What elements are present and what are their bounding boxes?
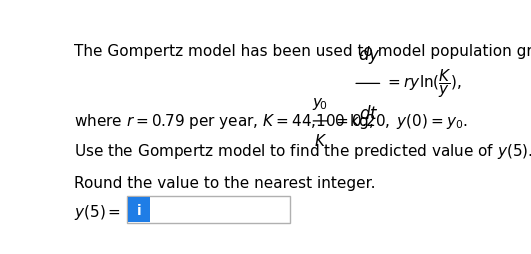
Text: $K$: $K$ bbox=[314, 133, 327, 149]
Text: $y_{\!0}$: $y_{\!0}$ bbox=[312, 96, 328, 112]
Text: $dt$: $dt$ bbox=[359, 105, 379, 123]
Text: $= ry\mathrm{ln}(\dfrac{K}{y}),$: $= ry\mathrm{ln}(\dfrac{K}{y}),$ bbox=[386, 67, 463, 100]
FancyBboxPatch shape bbox=[128, 198, 150, 223]
Text: $= 0.20,\; y(0) = y_0.$: $= 0.20,\; y(0) = y_0.$ bbox=[333, 112, 468, 131]
Text: Round the value to the nearest integer.: Round the value to the nearest integer. bbox=[74, 176, 375, 190]
Text: Use the Gompertz model to find the predicted value of $y(5)$.: Use the Gompertz model to find the predi… bbox=[74, 141, 531, 160]
FancyBboxPatch shape bbox=[127, 197, 290, 223]
Text: $dy$: $dy$ bbox=[357, 44, 380, 66]
Text: $y(5) =$: $y(5) =$ bbox=[74, 202, 121, 221]
Text: where $r = 0.79$ per year, $K = 44{,}100$ kg,: where $r = 0.79$ per year, $K = 44{,}100… bbox=[74, 112, 373, 131]
Text: The Gompertz model has been used to model population growth.: The Gompertz model has been used to mode… bbox=[74, 44, 531, 59]
Text: i: i bbox=[136, 203, 141, 217]
